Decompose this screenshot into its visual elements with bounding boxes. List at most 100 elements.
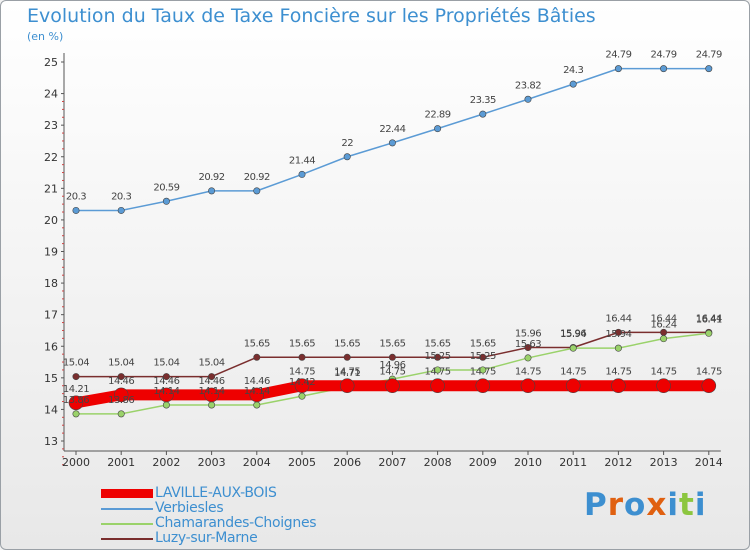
data-point-laville-aux-bois	[204, 387, 219, 403]
data-point-verbiesles	[162, 197, 170, 205]
logo-letter: r	[607, 487, 625, 523]
data-label-luzy-sur-marne: 15.65	[334, 338, 360, 349]
legend-swatch-verbiesles	[101, 508, 153, 510]
data-label-chamarandes-choignes: 16.24	[651, 320, 677, 331]
data-label-verbiesles: 23.35	[470, 95, 496, 106]
data-label-verbiesles: 20.92	[199, 172, 225, 183]
data-label-laville-aux-bois: 14.75	[515, 367, 541, 378]
data-point-laville-aux-bois	[656, 378, 671, 394]
legend-label-luzy: Luzy-sur-Marne	[155, 530, 258, 546]
data-point-laville-aux-bois	[520, 378, 536, 394]
data-label-chamarandes-choignes: 15.63	[515, 339, 541, 350]
data-point-verbiesles	[72, 206, 80, 214]
data-label-verbiesles: 23.82	[515, 80, 541, 91]
data-point-luzy-sur-marne	[298, 353, 306, 361]
data-label-verbiesles: 21.44	[289, 155, 315, 166]
data-label-laville-aux-bois: 14.75	[289, 367, 315, 378]
x-tick-label: 2012	[604, 456, 632, 469]
data-label-chamarandes-choignes: 16.41	[696, 314, 722, 325]
data-label-laville-aux-bois: 14.46	[244, 376, 270, 387]
data-label-verbiesles: 20.3	[66, 191, 86, 202]
data-label-chamarandes-choignes: 14.96	[379, 360, 405, 371]
y-tick-label: 17	[44, 309, 58, 322]
data-label-luzy-sur-marne: 15.65	[470, 338, 496, 349]
data-point-laville-aux-bois	[565, 378, 581, 394]
x-tick-label: 2003	[198, 456, 226, 469]
data-label-luzy-sur-marne: 15.65	[425, 338, 451, 349]
data-label-luzy-sur-marne: 15.65	[289, 338, 315, 349]
data-point-laville-aux-bois	[159, 387, 174, 403]
data-point-luzy-sur-marne	[614, 328, 622, 336]
data-label-luzy-sur-marne: 15.04	[108, 358, 134, 369]
legend-swatch-luzy	[101, 538, 153, 540]
data-label-laville-aux-bois: 14.46	[108, 376, 134, 387]
data-label-chamarandes-choignes: 14.71	[334, 368, 360, 379]
data-label-luzy-sur-marne: 16.44	[605, 313, 631, 324]
data-point-luzy-sur-marne	[162, 373, 170, 381]
data-label-verbiesles: 20.3	[111, 191, 131, 202]
data-point-chamarandes-choignes	[569, 344, 577, 352]
axes: 13 14 15 16 17 18 19 20 21 22 23 24 25 2000 2001 2002 20…	[44, 53, 723, 469]
data-point-laville-aux-bois	[475, 378, 491, 394]
x-tick-label: 2005	[288, 456, 316, 469]
data-label-chamarandes-choignes: 14.42	[289, 377, 315, 388]
data-point-verbiesles	[705, 65, 713, 73]
data-point-verbiesles	[343, 153, 351, 161]
legend-label-laville: LAVILLE-AUX-BOIS	[155, 485, 277, 501]
y-tick-label: 19	[44, 246, 58, 259]
data-label-chamarandes-choignes: 15.25	[425, 351, 451, 362]
data-point-chamarandes-choignes	[253, 401, 261, 409]
data-label-chamarandes-choignes: 15.94	[560, 329, 586, 340]
data-label-laville-aux-bois: 14.75	[696, 367, 722, 378]
logo-letter: t	[678, 487, 695, 523]
x-tick-label: 2013	[650, 456, 678, 469]
data-label-luzy-sur-marne: 15.65	[379, 338, 405, 349]
data-point-verbiesles	[434, 125, 442, 133]
y-tick-label: 22	[44, 151, 58, 164]
x-tick-label: 2000	[62, 456, 90, 469]
data-label-laville-aux-bois: 14.75	[651, 367, 677, 378]
data-label-laville-aux-bois: 14.75	[605, 367, 631, 378]
x-tick-label: 2011	[559, 456, 587, 469]
data-label-luzy-sur-marne: 15.96	[515, 329, 541, 340]
data-label-luzy-sur-marne: 16.44	[651, 313, 677, 324]
data-point-luzy-sur-marne	[343, 353, 351, 361]
data-point-luzy-sur-marne	[253, 353, 261, 361]
data-point-laville-aux-bois	[249, 387, 265, 403]
data-point-chamarandes-choignes	[162, 401, 170, 409]
logo-letter: i	[667, 487, 679, 523]
data-label-laville-aux-bois: 14.21	[63, 384, 89, 395]
data-point-laville-aux-bois	[385, 378, 400, 394]
x-tick-label: 2002	[152, 456, 180, 469]
data-label-verbiesles: 20.59	[153, 182, 179, 193]
data-label-laville-aux-bois: 14.75	[470, 367, 496, 378]
data-point-verbiesles	[298, 170, 306, 178]
data-label-chamarandes-choignes: 13.86	[108, 395, 134, 406]
data-label-laville-aux-bois: 14.75	[425, 367, 451, 378]
data-point-luzy-sur-marne	[479, 353, 487, 361]
data-label-chamarandes-choignes: 13.86	[63, 395, 89, 406]
data-label-verbiesles: 24.79	[605, 50, 631, 61]
data-point-verbiesles	[117, 206, 125, 214]
data-point-luzy-sur-marne	[434, 353, 442, 361]
data-point-laville-aux-bois	[113, 387, 129, 403]
x-tick-label: 2001	[107, 456, 135, 469]
y-tick-label: 20	[44, 214, 58, 227]
data-point-verbiesles	[388, 139, 396, 147]
logo-letter: i	[694, 487, 707, 523]
data-point-laville-aux-bois	[294, 378, 310, 394]
data-label-chamarandes-choignes: 15.94	[605, 329, 631, 340]
data-point-luzy-sur-marne	[72, 373, 80, 381]
data-point-chamarandes-choignes	[72, 410, 80, 418]
data-label-verbiesles: 20.92	[244, 172, 270, 183]
unit-label: (en %)	[27, 30, 64, 43]
data-label-laville-aux-bois: 14.46	[199, 376, 225, 387]
chart-title: Evolution du Taux de Taxe Foncière sur l…	[27, 5, 596, 27]
data-label-verbiesles: 24.79	[651, 50, 677, 61]
data-label-verbiesles: 22.89	[425, 110, 451, 121]
data-label-chamarandes-choignes: 14.14	[199, 386, 225, 397]
logo-letter: x	[646, 487, 668, 523]
data-point-luzy-sur-marne	[117, 373, 125, 381]
y-tick-label: 21	[44, 182, 58, 195]
